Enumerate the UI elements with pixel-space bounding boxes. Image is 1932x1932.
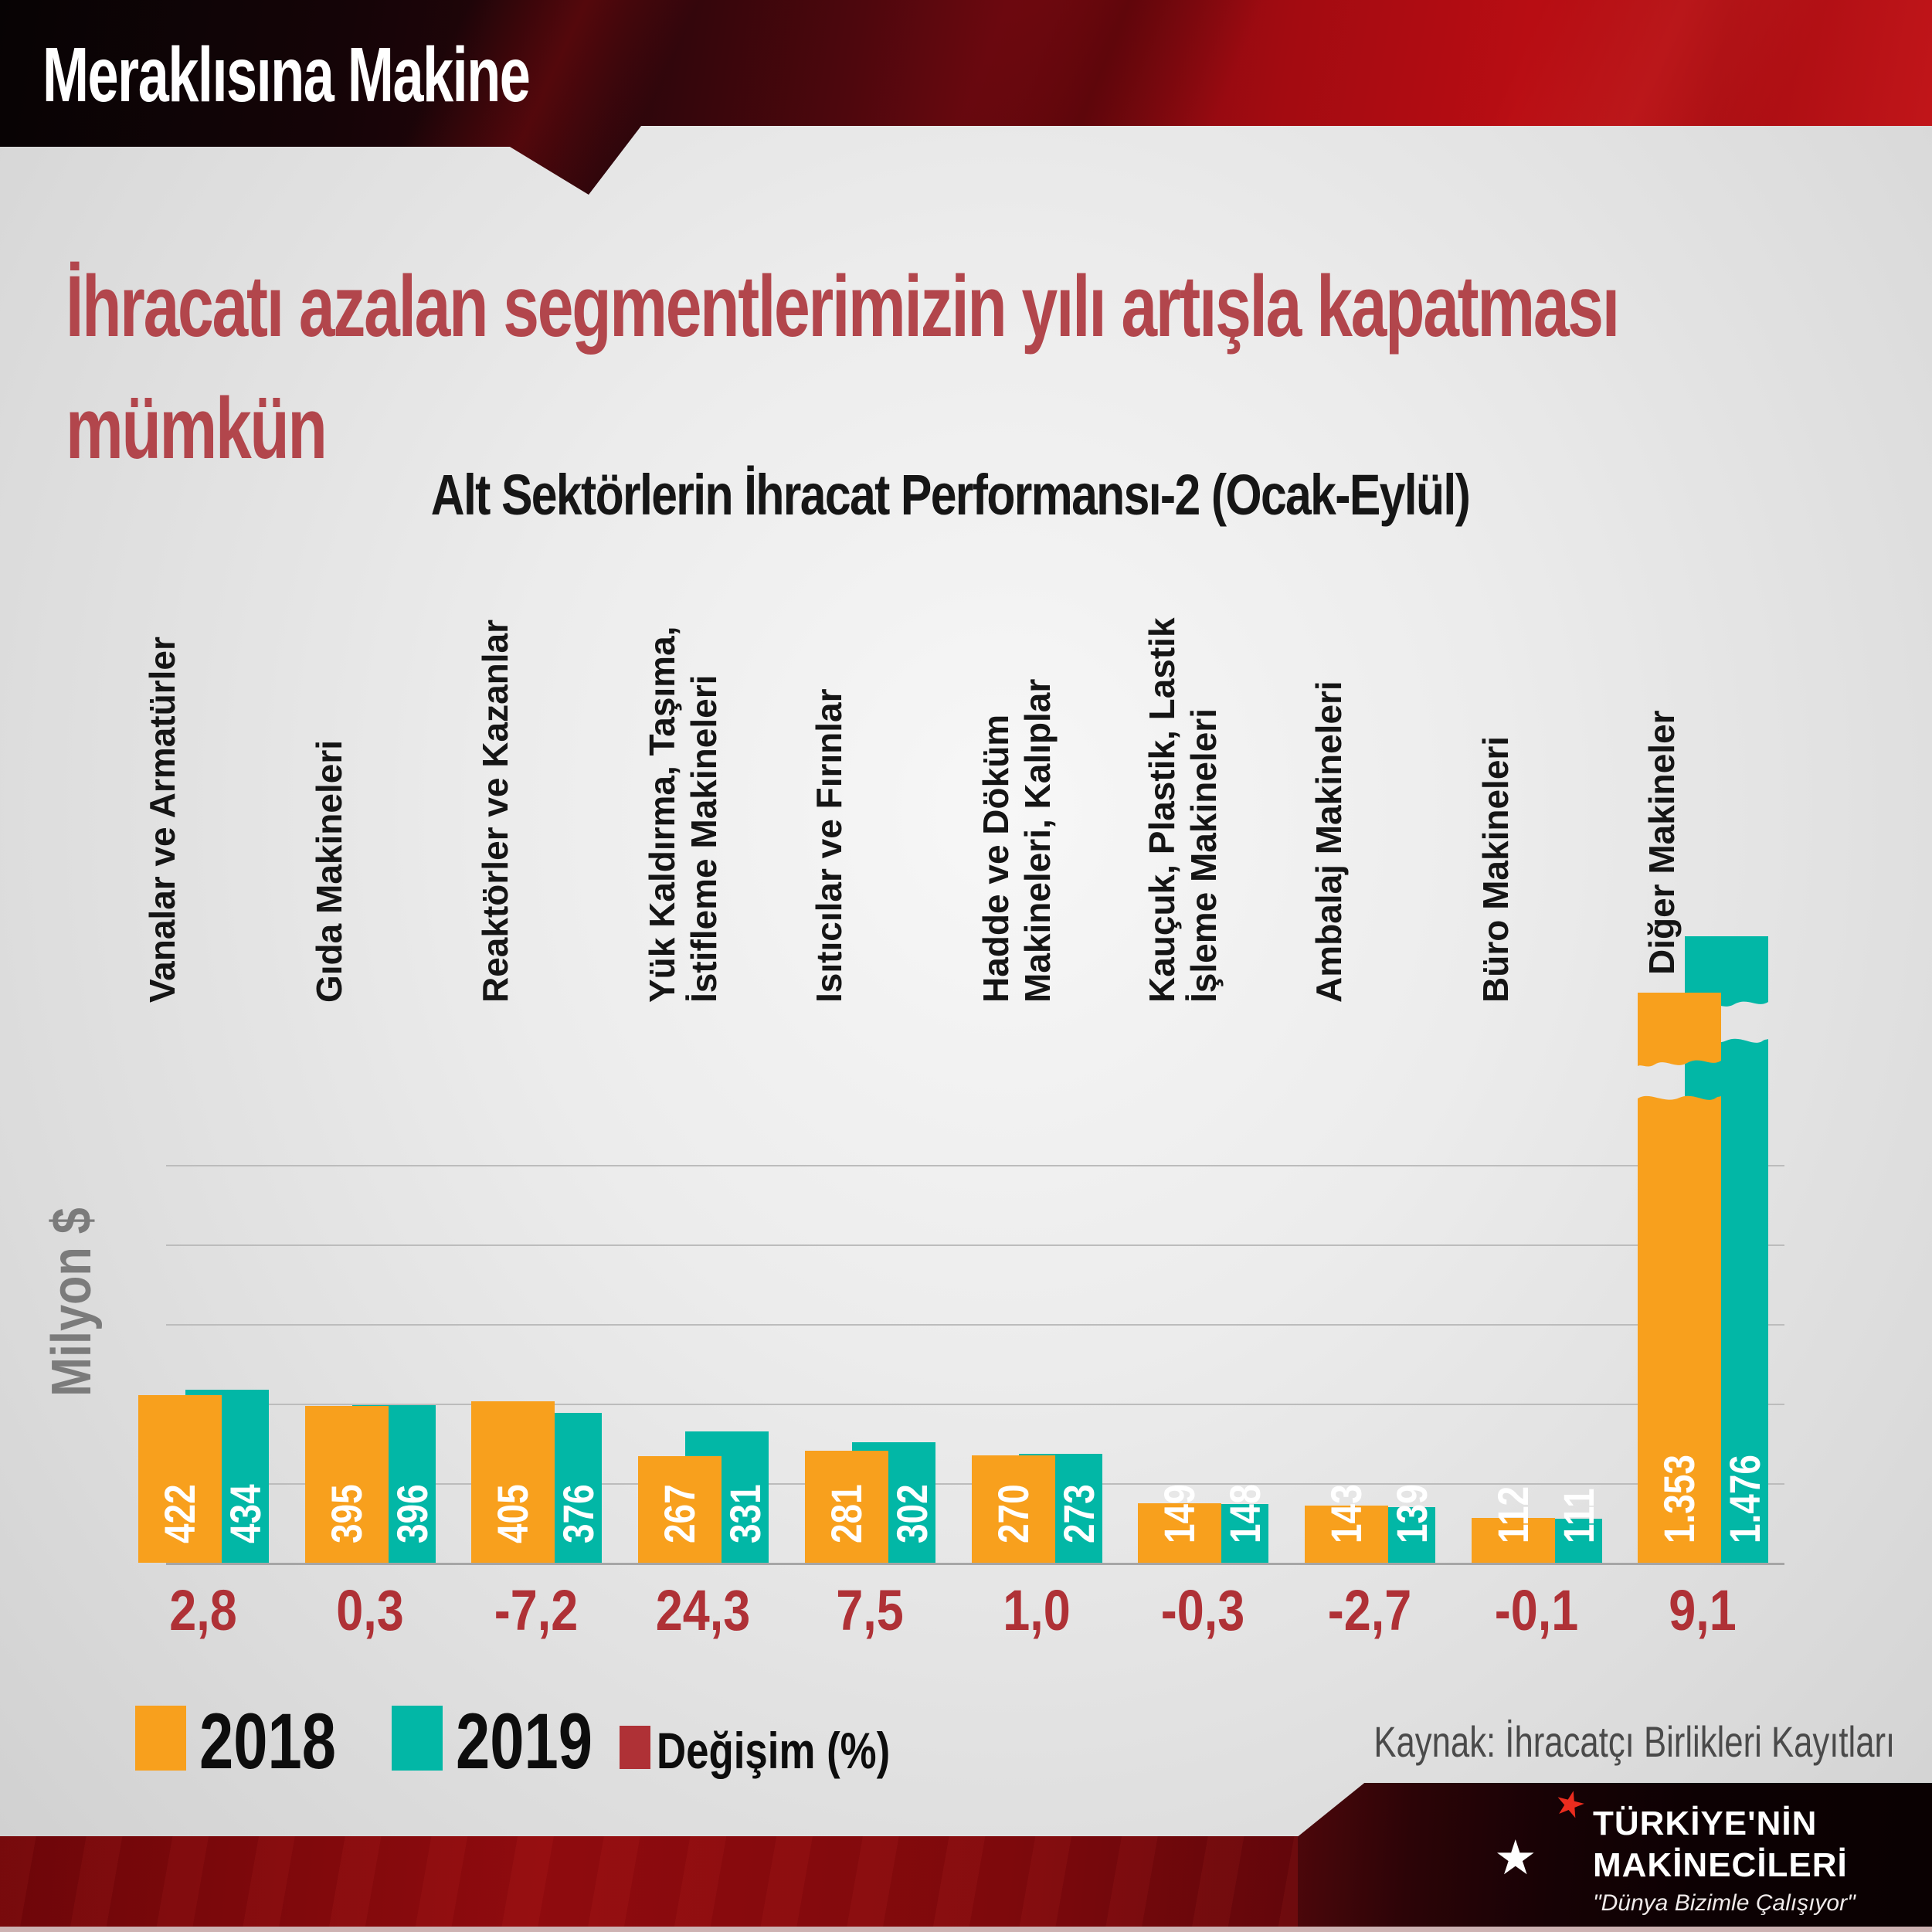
value-label-2019-4: 302 bbox=[888, 1484, 936, 1543]
change-label-2: -7,2 bbox=[494, 1578, 579, 1642]
value-label-2018-9: 1.353 bbox=[1655, 1455, 1703, 1543]
change-label-3: 24,3 bbox=[655, 1578, 751, 1642]
category-label-5: Hadde ve Döküm Makineleri, Kalıplar bbox=[976, 678, 1058, 1003]
legend-label-change: Değişim (%) bbox=[657, 1722, 891, 1779]
gridline bbox=[166, 1404, 1784, 1405]
category-label-1: Gıda Makineleri bbox=[309, 739, 349, 1003]
change-label-4: 7,5 bbox=[836, 1578, 904, 1642]
star-icon: ★ bbox=[1494, 1829, 1537, 1886]
legend-swatch-2018 bbox=[135, 1706, 186, 1771]
value-label-2018-6: 149 bbox=[1155, 1484, 1204, 1543]
gridline bbox=[166, 1324, 1784, 1326]
bar-2018-7 bbox=[1305, 1506, 1388, 1563]
bar-2018-4 bbox=[805, 1451, 888, 1563]
legend-swatch-change bbox=[620, 1726, 650, 1769]
logo-text-line1: TÜRKİYE'NİN bbox=[1593, 1805, 1818, 1842]
change-label-8: -0,1 bbox=[1494, 1578, 1579, 1642]
value-label-2019-0: 434 bbox=[221, 1484, 270, 1543]
bar-2018-8 bbox=[1472, 1518, 1555, 1563]
bottom-edge-strip bbox=[0, 1927, 1932, 1932]
chart-title: Alt Sektörlerin İhracat Performansı-2 (O… bbox=[430, 463, 1471, 527]
value-label-2019-6: 148 bbox=[1221, 1484, 1269, 1543]
source-note: Kaynak: İhracatçı Birlikleri Kayıtları bbox=[1373, 1717, 1895, 1766]
x-axis-baseline bbox=[166, 1563, 1784, 1565]
change-label-5: 1,0 bbox=[1003, 1578, 1071, 1642]
category-label-2: Reaktörler ve Kazanlar bbox=[475, 619, 515, 1003]
bar-2018-0 bbox=[138, 1395, 222, 1563]
category-label-8: Büro Makineleri bbox=[1475, 735, 1516, 1003]
value-label-2019-5: 273 bbox=[1054, 1484, 1103, 1543]
value-label-2018-0: 422 bbox=[155, 1484, 204, 1543]
category-label-6: Kauçuk, Plastik, Lastik İşleme Makineler… bbox=[1142, 617, 1224, 1003]
value-label-2019-2: 376 bbox=[554, 1484, 603, 1543]
bar-2018-9-cap bbox=[1638, 993, 1721, 1067]
value-label-2019-7: 139 bbox=[1387, 1484, 1436, 1543]
value-label-2019-8: 111 bbox=[1554, 1488, 1603, 1543]
value-label-2019-3: 331 bbox=[721, 1484, 769, 1543]
top-banner: Meraklısına Makine bbox=[0, 0, 1932, 195]
y-axis-label: Milyon $ bbox=[41, 1207, 103, 1397]
value-label-2018-4: 281 bbox=[822, 1484, 871, 1543]
value-label-2019-1: 396 bbox=[388, 1484, 436, 1543]
legend-label-2018: 2018 bbox=[199, 1697, 336, 1785]
page-title-line2: mümkün bbox=[66, 380, 328, 477]
value-label-2018-1: 395 bbox=[322, 1484, 371, 1543]
bar-2018-6 bbox=[1138, 1503, 1221, 1563]
bar-2019-9-cap bbox=[1685, 936, 1768, 1008]
page-title: İhracatı azalan segmentlerimizin yılı ar… bbox=[66, 246, 1620, 490]
value-label-2018-2: 405 bbox=[488, 1484, 537, 1543]
legend-swatch-2019 bbox=[392, 1706, 443, 1771]
value-label-2018-8: 112 bbox=[1489, 1486, 1537, 1543]
bar-2018-1 bbox=[305, 1406, 389, 1563]
category-label-0: Vanalar ve Armatürler bbox=[142, 637, 182, 1003]
category-label-4: Isıtıcılar ve Fırınlar bbox=[809, 688, 849, 1003]
gridline bbox=[166, 1165, 1784, 1166]
change-label-7: -2,7 bbox=[1327, 1578, 1412, 1642]
bar-2018-5 bbox=[972, 1455, 1055, 1563]
value-label-2018-5: 270 bbox=[989, 1484, 1037, 1543]
change-label-6: -0,3 bbox=[1160, 1578, 1245, 1642]
change-label-0: 2,8 bbox=[169, 1578, 237, 1642]
logo-tagline: "Dünya Bizimle Çalışıyor" bbox=[1593, 1890, 1856, 1916]
logo-panel bbox=[1298, 1783, 1932, 1932]
brand-title: Meraklısına Makine bbox=[42, 32, 531, 118]
value-label-2019-9: 1.476 bbox=[1720, 1455, 1769, 1543]
value-label-2018-7: 143 bbox=[1322, 1484, 1370, 1543]
category-label-9: Diğer Makineler bbox=[1642, 710, 1682, 975]
gridline bbox=[166, 1244, 1784, 1246]
bar-2018-9-lower bbox=[1638, 1095, 1721, 1563]
logo-text-line2: MAKİNECİLERİ bbox=[1593, 1846, 1848, 1884]
change-label-1: 0,3 bbox=[336, 1578, 404, 1642]
category-label-7: Ambalaj Makineleri bbox=[1309, 681, 1349, 1003]
value-label-2018-3: 267 bbox=[655, 1484, 704, 1543]
page-title-line1: İhracatı azalan segmentlerimizin yılı ar… bbox=[66, 258, 1620, 355]
bar-2018-3 bbox=[638, 1456, 722, 1563]
category-label-3: Yük Kaldırma, Taşıma, İstifleme Makinele… bbox=[642, 626, 724, 1003]
legend-label-2019: 2019 bbox=[456, 1697, 593, 1785]
bar-2018-2 bbox=[471, 1401, 555, 1563]
change-label-9: 9,1 bbox=[1669, 1578, 1737, 1642]
